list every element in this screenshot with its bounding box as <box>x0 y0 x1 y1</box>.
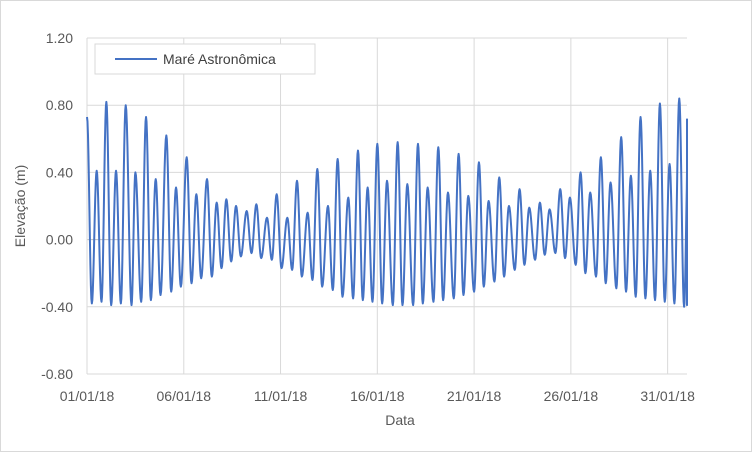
y-tick-label: 0.80 <box>46 97 73 113</box>
x-tick-label: 01/01/18 <box>60 388 115 404</box>
x-tick-label: 11/01/18 <box>254 388 308 404</box>
x-tick-label: 31/01/18 <box>640 388 695 404</box>
x-tick-label: 21/01/18 <box>447 388 502 404</box>
series-line-0 <box>86 97 688 308</box>
y-tick-label: 0.00 <box>46 232 73 248</box>
x-tick-label: 06/01/18 <box>157 388 212 404</box>
x-tick-label: 16/01/18 <box>350 388 405 404</box>
x-tick-label: 26/01/18 <box>544 388 599 404</box>
y-tick-label: -0.80 <box>41 366 73 382</box>
x-tick-labels: 01/01/18 06/01/18 11/01/18 16/01/18 21/01/18… <box>60 388 695 404</box>
y-tick-labels: 1.20 0.80 0.40 0.00 -0.40 -0.80 <box>41 30 73 382</box>
y-tick-label: -0.40 <box>41 299 73 315</box>
legend: Maré Astronômica <box>94 43 316 75</box>
x-axis-title: Data <box>385 412 415 428</box>
series-group <box>86 97 688 308</box>
y-tick-label: 1.20 <box>46 30 73 46</box>
y-axis-title: Elevação (m) <box>12 165 28 247</box>
legend-label: Maré Astronômica <box>163 51 276 67</box>
y-tick-label: 0.40 <box>46 164 73 180</box>
